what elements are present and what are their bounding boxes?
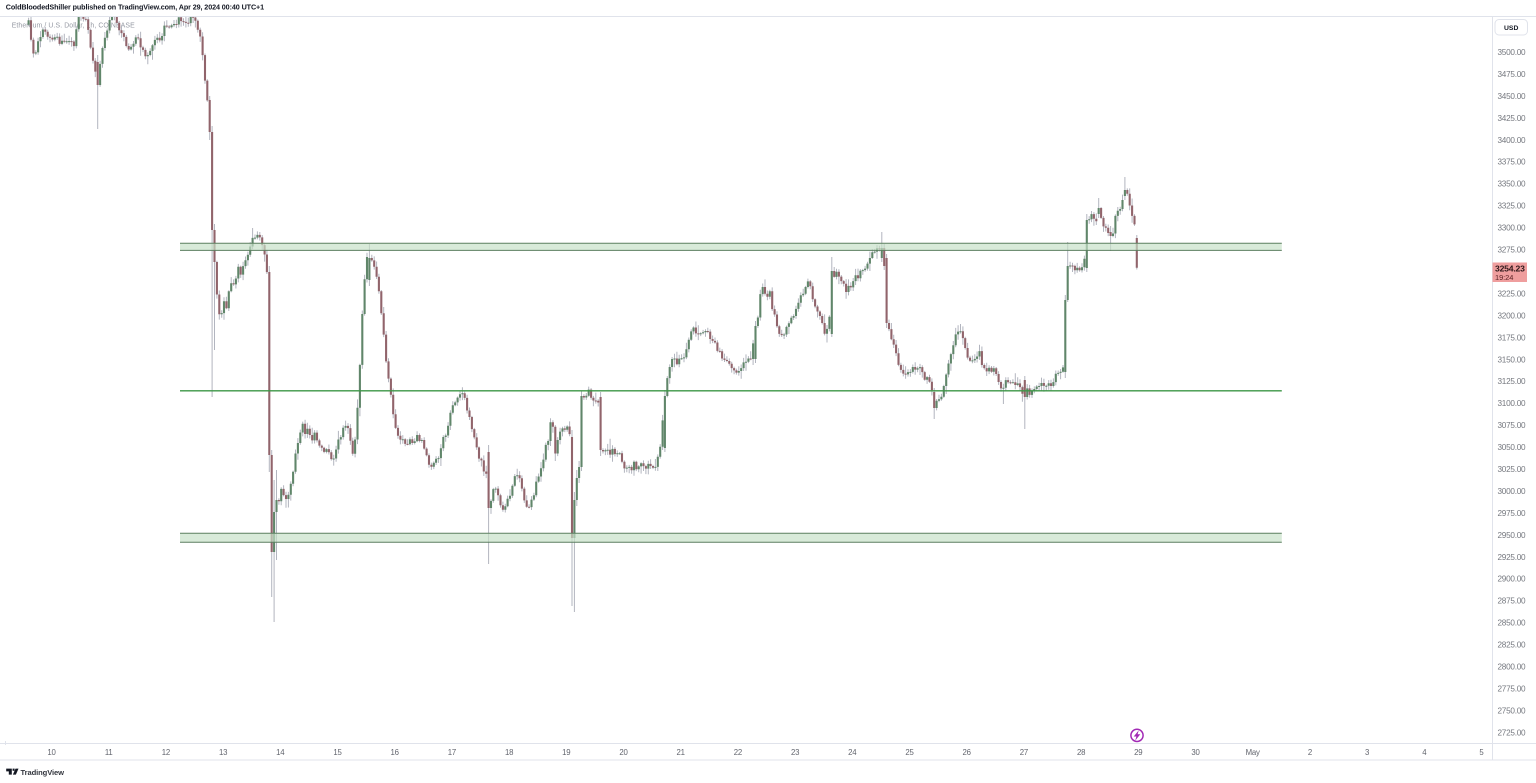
svg-text:29: 29 [1134, 748, 1142, 757]
svg-text:16: 16 [391, 748, 399, 757]
svg-text:21: 21 [677, 748, 685, 757]
svg-text:2: 2 [1308, 748, 1312, 757]
svg-text:3025.00: 3025.00 [1498, 465, 1527, 474]
svg-text:ColdBloodedShiller published o: ColdBloodedShiller published on TradingV… [6, 2, 264, 11]
svg-text:2875.00: 2875.00 [1498, 597, 1527, 606]
svg-text:3350.00: 3350.00 [1498, 180, 1527, 189]
svg-text:26: 26 [963, 748, 971, 757]
svg-text:13: 13 [219, 748, 227, 757]
svg-text:19: 19 [562, 748, 570, 757]
svg-text:Ethereum / U.S. Dollar, 1h, CO: Ethereum / U.S. Dollar, 1h, COINBASE [12, 23, 135, 30]
svg-text:2725.00: 2725.00 [1498, 728, 1527, 737]
svg-text:2825.00: 2825.00 [1498, 641, 1527, 650]
svg-text:3425.00: 3425.00 [1498, 114, 1527, 123]
svg-text:3375.00: 3375.00 [1498, 158, 1527, 167]
svg-text:12: 12 [162, 748, 170, 757]
svg-text:3175.00: 3175.00 [1498, 333, 1527, 342]
svg-text:3325.00: 3325.00 [1498, 202, 1527, 211]
svg-text:2900.00: 2900.00 [1498, 575, 1527, 584]
svg-text:TradingView: TradingView [21, 768, 65, 777]
svg-text:3000.00: 3000.00 [1498, 487, 1527, 496]
svg-text:25: 25 [905, 748, 914, 757]
svg-text:19:24: 19:24 [1495, 273, 1513, 282]
svg-text:3100.00: 3100.00 [1498, 399, 1527, 408]
svg-text:3300.00: 3300.00 [1498, 224, 1527, 233]
svg-text:14: 14 [276, 748, 285, 757]
svg-text:5: 5 [1479, 748, 1484, 757]
svg-text:3150.00: 3150.00 [1498, 355, 1527, 364]
svg-text:11: 11 [105, 748, 113, 757]
svg-text:3050.00: 3050.00 [1498, 443, 1527, 452]
svg-text:USD: USD [1504, 25, 1518, 32]
svg-text:3500.00: 3500.00 [1498, 48, 1527, 57]
svg-text:4: 4 [1422, 748, 1427, 757]
svg-text:2750.00: 2750.00 [1498, 706, 1527, 715]
svg-text:2850.00: 2850.00 [1498, 619, 1527, 628]
svg-text:3475.00: 3475.00 [1498, 70, 1527, 79]
svg-text:3254.23: 3254.23 [1495, 263, 1525, 273]
svg-text:3450.00: 3450.00 [1498, 92, 1527, 101]
svg-text:18: 18 [505, 748, 513, 757]
svg-text:22: 22 [734, 748, 742, 757]
svg-text:28: 28 [1077, 748, 1085, 757]
svg-text:23: 23 [791, 748, 799, 757]
svg-text:20: 20 [619, 748, 628, 757]
svg-text:2950.00: 2950.00 [1498, 531, 1527, 540]
svg-text:3400.00: 3400.00 [1498, 136, 1527, 145]
svg-text:27: 27 [1020, 748, 1028, 757]
svg-text:10: 10 [47, 748, 56, 757]
svg-text:15: 15 [333, 748, 342, 757]
svg-text:3125.00: 3125.00 [1498, 377, 1527, 386]
svg-text:3200.00: 3200.00 [1498, 311, 1527, 320]
svg-text:3: 3 [1365, 748, 1369, 757]
svg-text:2800.00: 2800.00 [1498, 663, 1527, 672]
svg-text:May: May [1246, 748, 1260, 757]
svg-text:17: 17 [448, 748, 456, 757]
svg-text:30: 30 [1191, 748, 1200, 757]
svg-text:3225.00: 3225.00 [1498, 289, 1527, 298]
svg-text:2975.00: 2975.00 [1498, 509, 1527, 518]
svg-text:2925.00: 2925.00 [1498, 553, 1527, 562]
svg-text:3275.00: 3275.00 [1498, 246, 1527, 255]
svg-text:3075.00: 3075.00 [1498, 421, 1527, 430]
svg-text:2775.00: 2775.00 [1498, 685, 1527, 694]
svg-text:24: 24 [848, 748, 857, 757]
